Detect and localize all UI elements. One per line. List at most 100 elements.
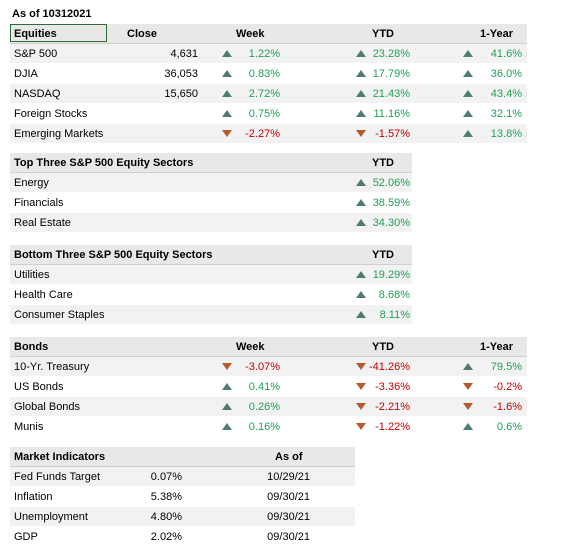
up-arrow-icon (356, 50, 366, 57)
table-row: Global Bonds 0.26% -2.21% -1.6% (10, 397, 527, 417)
year-value: -0.2% (493, 381, 522, 393)
table-row: DJIA 36,053 0.83% 17.79% 36.0% (10, 64, 527, 84)
up-arrow-icon (463, 110, 473, 117)
row-label: Consumer Staples (14, 309, 105, 321)
ytd-value: 17.79% (372, 68, 410, 80)
ytd-header: YTD (372, 28, 394, 40)
row-label: DJIA (14, 68, 38, 80)
year-value: 79.5% (490, 361, 522, 373)
ytd-value: 23.28% (372, 48, 410, 60)
week-value: -2.27% (245, 128, 280, 140)
row-label: GDP (14, 531, 38, 543)
close-value: 36,053 (164, 68, 198, 80)
indicators-header: Market Indicators As of (10, 447, 355, 467)
ytd-value: 34.30% (372, 217, 410, 229)
table-row: Health Care 8.68% (10, 285, 412, 305)
row-label: Utilities (14, 269, 50, 281)
down-arrow-icon (222, 130, 232, 137)
up-arrow-icon (463, 423, 473, 430)
selected-cell[interactable] (10, 24, 107, 42)
up-arrow-icon (356, 179, 366, 186)
up-arrow-icon (356, 291, 366, 298)
asof-value: 09/30/21 (267, 531, 310, 543)
value-value: 5.38% (150, 491, 182, 503)
week-value: 2.72% (248, 88, 280, 100)
up-arrow-icon (463, 130, 473, 137)
down-arrow-icon (356, 403, 366, 410)
row-label: Global Bonds (14, 401, 81, 413)
bonds-one-year-header: 1-Year (480, 341, 514, 353)
table-row: Real Estate 34.30% (10, 213, 412, 233)
ytd-value: 21.43% (372, 88, 410, 100)
table-row: GDP 2.02% 09/30/21 (10, 527, 355, 547)
one-year-header: 1-Year (480, 28, 514, 40)
table-row: Consumer Staples 8.11% (10, 305, 412, 325)
close-value: 4,631 (170, 48, 198, 60)
year-value: 13.8% (490, 128, 522, 140)
week-value: 1.22% (248, 48, 280, 60)
down-arrow-icon (463, 403, 473, 410)
equities-header: Equities Close Week YTD 1-Year (10, 24, 527, 44)
row-label: 10-Yr. Treasury (14, 361, 90, 373)
row-label: Inflation (14, 491, 53, 503)
value-value: 2.02% (150, 531, 182, 543)
top-sectors-header: Top Three S&P 500 Equity Sectors YTD (10, 153, 412, 173)
ytd-value: -1.22% (375, 421, 410, 433)
table-row: Foreign Stocks 0.75% 11.16% 32.1% (10, 104, 527, 124)
table-row: Emerging Markets -2.27% -1.57% 13.8% (10, 124, 527, 144)
ytd-value: 8.11% (379, 309, 410, 321)
up-arrow-icon (222, 50, 232, 57)
row-label: Real Estate (14, 217, 71, 229)
ytd-value: 52.06% (372, 177, 410, 189)
up-arrow-icon (222, 403, 232, 410)
row-label: Health Care (14, 289, 73, 301)
equities-table: Equities Close Week YTD 1-Year S&P 500 4,… (10, 24, 527, 144)
row-label: Munis (14, 421, 44, 433)
up-arrow-icon (463, 50, 473, 57)
asof-value: 09/30/21 (267, 511, 310, 523)
year-value: 43.4% (490, 88, 522, 100)
ytd-value: 11.16% (373, 108, 411, 120)
up-arrow-icon (222, 90, 232, 97)
year-value: -1.6% (493, 401, 522, 413)
bonds-table: Bonds Week YTD 1-Year 10-Yr. Treasury -3.… (10, 337, 527, 437)
table-row: Fed Funds Target 0.07% 10/29/21 (10, 467, 355, 487)
top-sectors-header-label: Top Three S&P 500 Equity Sectors (14, 157, 194, 169)
ytd-value: 19.29% (372, 269, 410, 281)
week-value: 0.16% (248, 421, 280, 433)
up-arrow-icon (463, 90, 473, 97)
ytd-value: -41.26% (369, 361, 410, 373)
row-label: S&P 500 (14, 48, 58, 60)
row-label: Financials (14, 197, 64, 209)
up-arrow-icon (356, 199, 366, 206)
bonds-header: Bonds Week YTD 1-Year (10, 337, 527, 357)
table-row: US Bonds 0.41% -3.36% -0.2% (10, 377, 527, 397)
down-arrow-icon (356, 363, 366, 370)
bottom-sectors-header-label: Bottom Three S&P 500 Equity Sectors (14, 249, 213, 261)
ytd-value: -3.36% (375, 381, 410, 393)
bottom-sectors-header: Bottom Three S&P 500 Equity Sectors YTD (10, 245, 412, 265)
week-value: 0.41% (248, 381, 280, 393)
up-arrow-icon (356, 70, 366, 77)
asof-value: 09/30/21 (267, 491, 310, 503)
down-arrow-icon (222, 363, 232, 370)
bonds-header-label: Bonds (14, 341, 49, 353)
equities-header-label: Equities (14, 28, 57, 40)
close-value: 15,650 (164, 88, 198, 100)
table-row: Unemployment 4.80% 09/30/21 (10, 507, 355, 527)
table-row: Inflation 5.38% 09/30/21 (10, 487, 355, 507)
indicators-asof-header: As of (275, 451, 303, 463)
table-row: S&P 500 4,631 1.22% 23.28% 41.6% (10, 44, 527, 64)
market-indicators-table: Market Indicators As of Fed Funds Target… (10, 447, 355, 547)
table-row: Energy 52.06% (10, 173, 412, 193)
table-row: NASDAQ 15,650 2.72% 21.43% 43.4% (10, 84, 527, 104)
ytd-value: 38.59% (372, 197, 410, 209)
indicators-header-label: Market Indicators (14, 451, 106, 463)
table-row: 10-Yr. Treasury -3.07% -41.26% 79.5% (10, 357, 527, 377)
row-label: Fed Funds Target (14, 471, 101, 483)
row-label: Emerging Markets (14, 128, 104, 140)
up-arrow-icon (356, 271, 366, 278)
ytd-value: -1.57% (375, 128, 410, 140)
bottom-sectors-ytd-header: YTD (372, 249, 394, 261)
up-arrow-icon (222, 110, 232, 117)
